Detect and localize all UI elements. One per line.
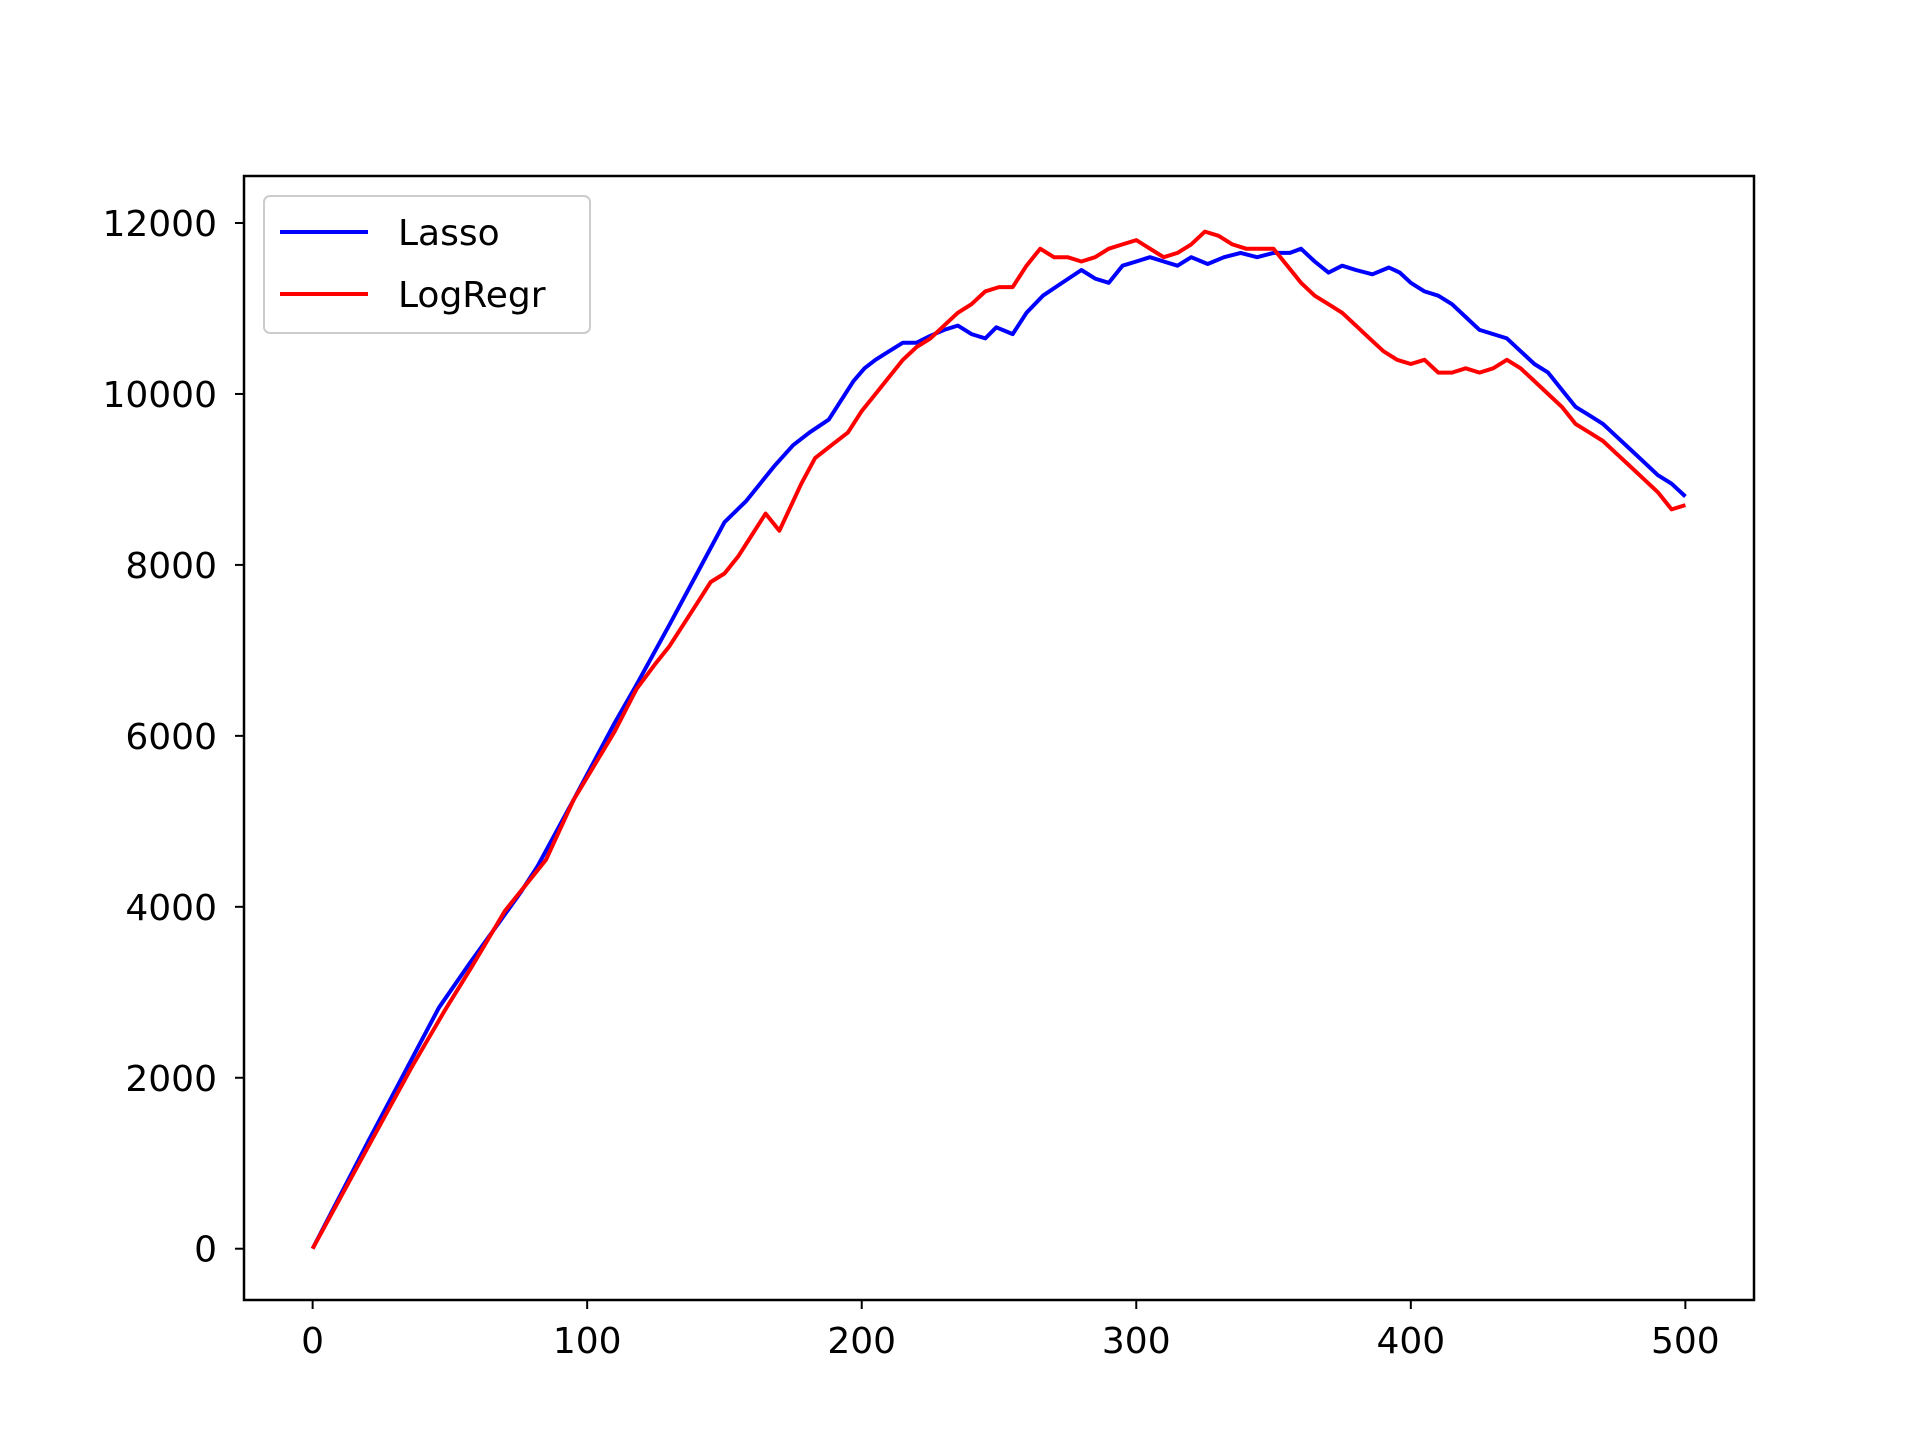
series-lines	[310, 229, 1687, 1250]
x-tick-label: 200	[827, 1321, 896, 1362]
x-tick-label: 300	[1102, 1321, 1171, 1362]
legend: Lasso LogRegr	[263, 195, 591, 334]
y-tick-label: 4000	[125, 888, 217, 929]
legend-label-logregr: LogRegr	[398, 275, 546, 316]
y-tick-label: 10000	[102, 375, 217, 416]
y-tick-label: 2000	[125, 1059, 217, 1100]
x-tick-label: 400	[1376, 1321, 1445, 1362]
y-axis: 0 2000 4000 6000 8000 10000 12000	[102, 204, 244, 1271]
series-line-logregr	[310, 229, 1686, 1250]
y-tick-label: 6000	[125, 717, 217, 758]
x-axis: 0 100 200 300 400 500	[301, 1300, 1720, 1362]
x-tick-label: 100	[553, 1321, 622, 1362]
legend-label-lasso: Lasso	[398, 213, 500, 254]
x-tick-label: 0	[301, 1321, 324, 1362]
plot-frame	[242, 174, 1756, 1302]
x-tick-label: 500	[1651, 1321, 1720, 1362]
y-tick-label: 8000	[125, 546, 217, 587]
y-tick-label: 0	[194, 1230, 217, 1271]
series-line-lasso	[310, 246, 1687, 1250]
y-tick-label: 12000	[102, 204, 217, 245]
